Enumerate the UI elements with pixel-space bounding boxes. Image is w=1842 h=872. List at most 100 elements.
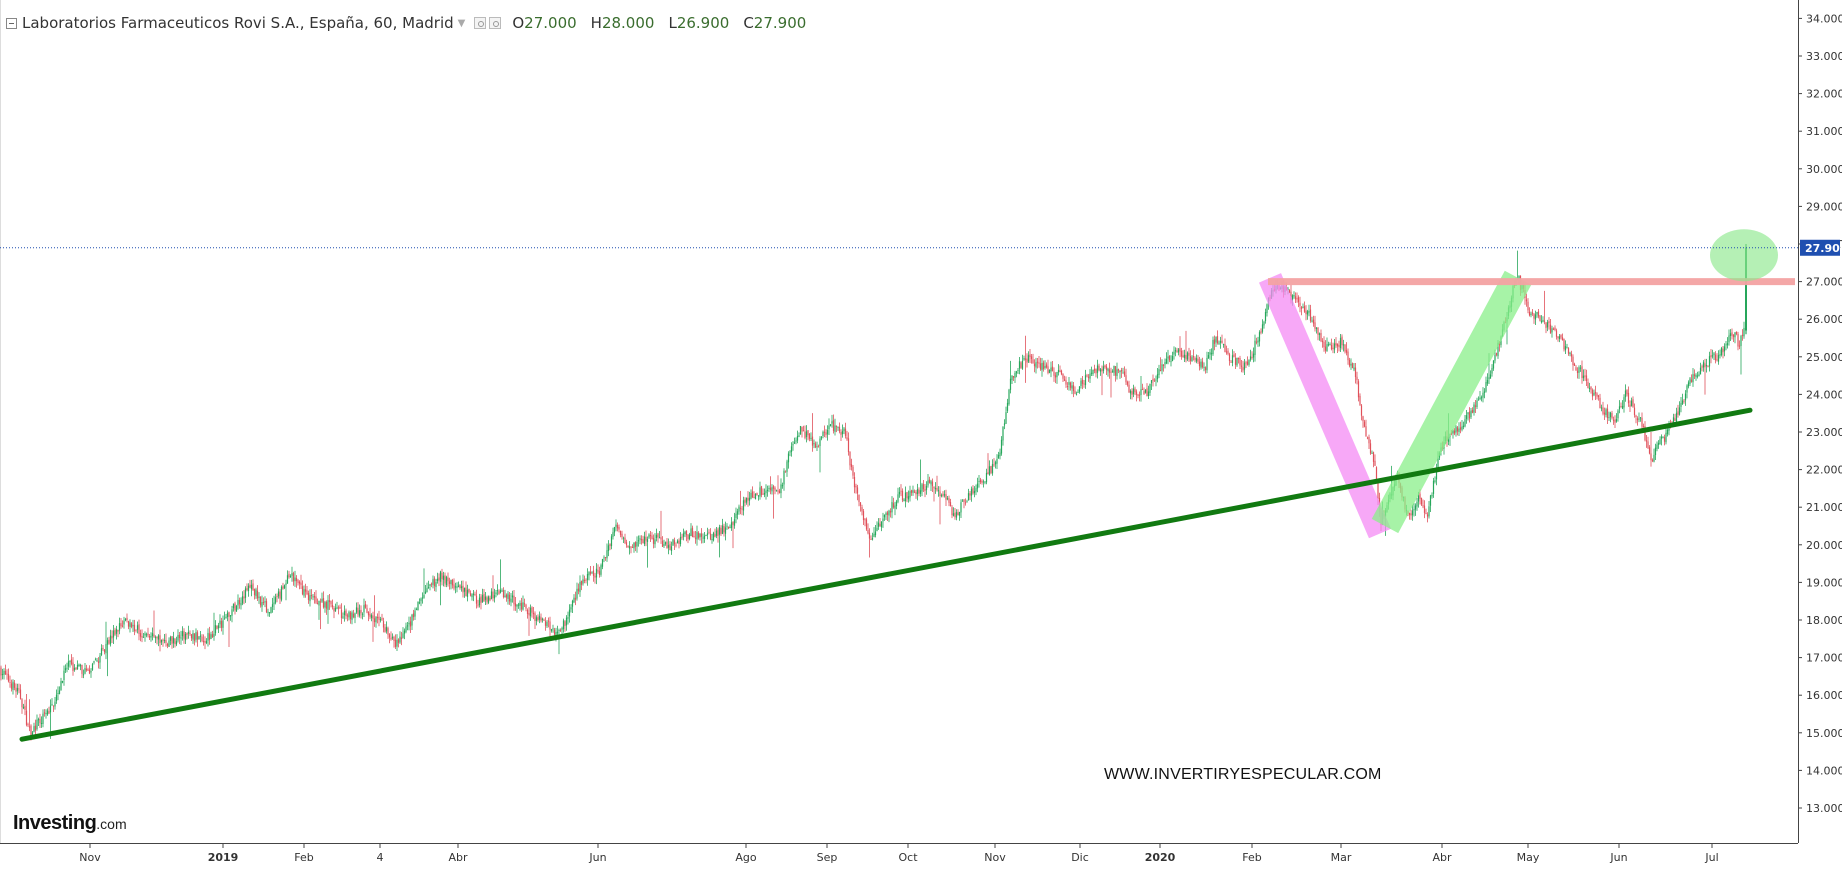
candle-body [1435, 468, 1438, 480]
candle [763, 488, 766, 498]
candle-body [1629, 404, 1631, 407]
candle-body [1647, 441, 1649, 448]
candle [970, 486, 973, 502]
candle-body [1473, 404, 1475, 413]
candle-body [195, 632, 197, 640]
chevron-down-icon[interactable]: ▼ [457, 17, 466, 29]
candle-body [1033, 363, 1036, 367]
candle [946, 495, 949, 501]
candle-body [946, 498, 949, 500]
candle-body [1728, 335, 1730, 343]
candle-body [613, 526, 616, 533]
candle [1579, 364, 1582, 372]
candle-body [541, 618, 544, 621]
candle-body [1735, 331, 1738, 335]
candle-body [436, 578, 439, 582]
candle [21, 698, 23, 714]
candle [1308, 304, 1310, 317]
candle [1530, 311, 1532, 318]
candle-body [37, 719, 40, 721]
candle-body [673, 540, 676, 545]
candle-body [1674, 418, 1676, 421]
candle-body [1638, 418, 1640, 420]
candle [921, 482, 923, 497]
candle-body [1551, 328, 1553, 333]
candle [801, 426, 803, 438]
candle-body [138, 624, 140, 634]
candle-body [1470, 410, 1472, 418]
candle [46, 708, 49, 716]
candle [228, 611, 230, 647]
candle [948, 495, 950, 507]
candle [411, 613, 413, 630]
candle-body [295, 578, 298, 582]
visibility-icon[interactable] [489, 17, 502, 29]
candle-body [1057, 369, 1060, 373]
candle [1462, 421, 1465, 430]
candle [1179, 336, 1181, 358]
candle-body [952, 513, 955, 516]
candle [1107, 367, 1109, 377]
candle-body [603, 557, 605, 559]
candle [382, 617, 385, 633]
candle [1044, 360, 1046, 370]
candle-body [12, 681, 14, 690]
candle [1492, 360, 1495, 371]
candle [45, 709, 47, 719]
candle [108, 636, 110, 645]
candle [37, 717, 40, 727]
candle [1186, 351, 1189, 362]
candle [1054, 372, 1057, 384]
candle-body [1140, 389, 1142, 395]
candle-body [1062, 373, 1064, 379]
candle [1159, 357, 1162, 372]
candle-body [1002, 426, 1004, 441]
x-tick-label: 2020 [1145, 851, 1176, 864]
candle-body [627, 545, 629, 548]
candle-body [291, 573, 293, 576]
candle-body [447, 577, 449, 582]
candle [277, 588, 280, 599]
candle-body [390, 637, 392, 640]
candle-body [387, 628, 389, 635]
settings-icon[interactable] [474, 17, 487, 29]
candle-body [1465, 415, 1468, 419]
candle-body [1107, 368, 1109, 372]
candle [972, 485, 974, 495]
candle [1353, 363, 1355, 372]
candle [1420, 497, 1423, 506]
candle [1108, 362, 1111, 379]
candle-body [1417, 495, 1420, 502]
candle [318, 600, 320, 620]
candle [289, 574, 292, 578]
collapse-icon[interactable] [6, 17, 17, 29]
candle-body [681, 536, 683, 538]
candle [156, 636, 158, 645]
candle [177, 629, 179, 643]
candle [1057, 364, 1060, 376]
candle-body [154, 637, 157, 639]
candle [705, 534, 707, 537]
candle [1345, 342, 1348, 356]
candle [748, 491, 751, 506]
candle-body [1608, 417, 1610, 419]
candle [1596, 392, 1598, 400]
candle [91, 662, 94, 671]
candle [316, 598, 319, 605]
candle [993, 458, 995, 467]
candle-body [495, 592, 497, 595]
candle [672, 538, 674, 546]
candle-body [606, 550, 608, 559]
candle-body [1296, 298, 1298, 300]
candle-body [685, 530, 688, 536]
candle [1485, 376, 1487, 393]
candle [1468, 407, 1471, 423]
candle-body [1101, 368, 1103, 372]
candle-body [1464, 419, 1466, 427]
candle-body [712, 532, 715, 541]
candle [610, 534, 613, 550]
candle-body [1258, 332, 1261, 342]
candle-body [1164, 362, 1166, 365]
